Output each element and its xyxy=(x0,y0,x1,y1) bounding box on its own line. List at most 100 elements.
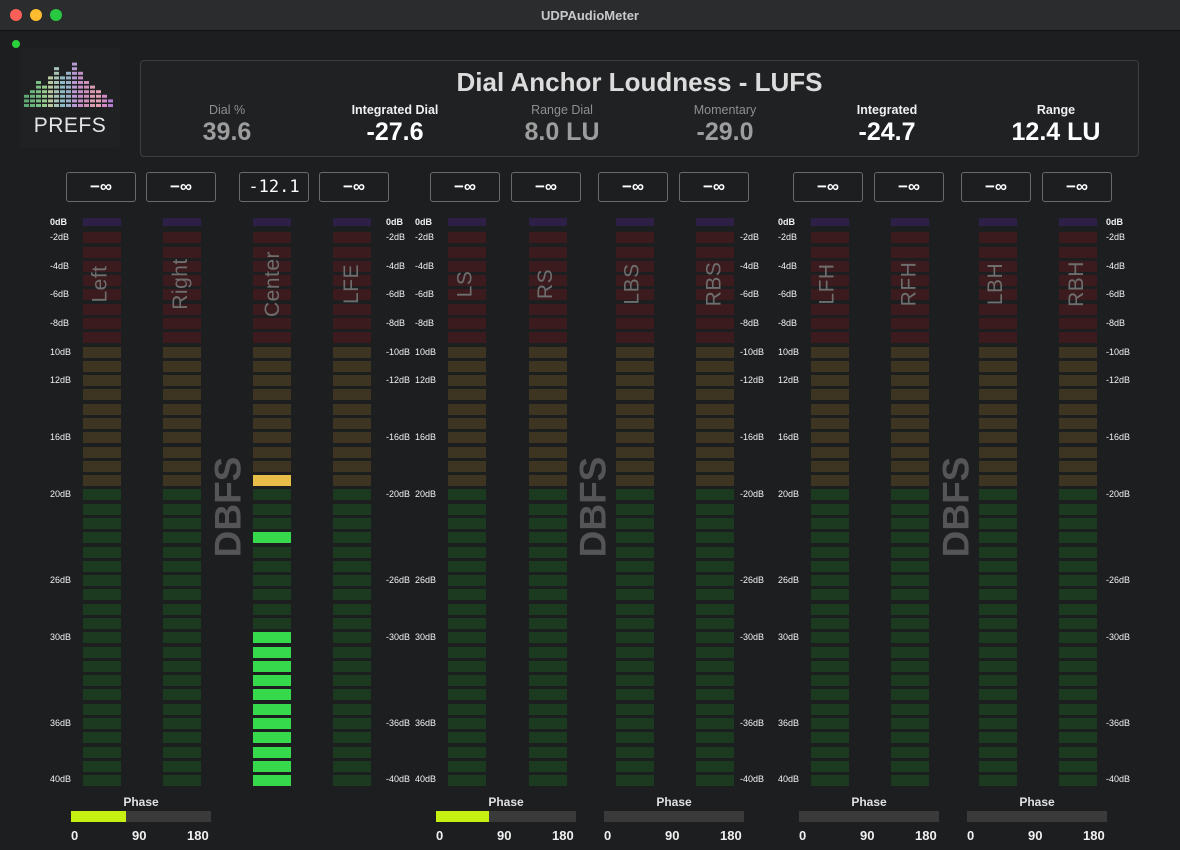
meter-segment xyxy=(696,475,734,487)
equalizer-bar xyxy=(48,81,53,84)
equalizer-bar xyxy=(90,90,95,94)
meter-segment xyxy=(163,246,201,258)
meter-segment xyxy=(83,232,121,244)
meter-segment xyxy=(163,546,201,558)
meter-segment xyxy=(696,375,734,387)
channel-name-center: Center xyxy=(254,224,292,344)
meter-segment xyxy=(333,518,371,529)
db-scale-label: -30dB xyxy=(740,632,765,642)
meter-segment xyxy=(891,475,929,487)
equalizer-bar xyxy=(84,94,89,98)
phase-meter-2 xyxy=(436,811,576,822)
meter-segment xyxy=(333,432,371,444)
meter-segment xyxy=(333,460,371,472)
equalizer-bar xyxy=(42,104,47,107)
stat-label: Momentary xyxy=(693,103,757,117)
meter-segment xyxy=(448,475,486,487)
meter-segment xyxy=(616,303,654,315)
phase-tick-0: 0 xyxy=(967,828,975,843)
meter-segment xyxy=(891,232,929,244)
meter-segment xyxy=(163,732,201,744)
meter-segment xyxy=(83,303,121,315)
meter-segment xyxy=(163,275,201,287)
db-scale-label: -2dB xyxy=(386,232,406,242)
equalizer-bar xyxy=(36,81,41,84)
meter-segment xyxy=(83,475,121,487)
meter-segment xyxy=(616,646,654,658)
meter-segment xyxy=(1059,275,1097,287)
stat-value: 39.6 xyxy=(202,118,252,146)
meter-segment xyxy=(811,589,849,601)
meter-segment xyxy=(529,775,567,787)
meter-segment xyxy=(1059,446,1097,458)
meter-segment xyxy=(1059,632,1097,644)
meter-segment xyxy=(891,303,929,315)
meter-segment xyxy=(163,460,201,472)
db-scale-label: -36dB xyxy=(1106,718,1131,728)
meter-segment xyxy=(979,760,1017,772)
db-scale-label: -10dB xyxy=(740,347,765,357)
meter-segment xyxy=(696,646,734,658)
db-scale-label: 30dB xyxy=(50,632,72,642)
meter-segment xyxy=(448,389,486,401)
meter-segment xyxy=(696,218,734,226)
meter-segment xyxy=(448,718,486,729)
equalizer-bar xyxy=(78,81,83,84)
meter-segment xyxy=(529,603,567,615)
meter-segment xyxy=(529,575,567,587)
meter-segment xyxy=(1059,760,1097,772)
meter-segment xyxy=(891,775,929,787)
meter-segment xyxy=(979,460,1017,472)
channel-name-right: Right xyxy=(162,224,200,344)
peak-readout-rs: −∞ xyxy=(511,172,581,202)
equalizer-bar xyxy=(84,90,89,94)
meter-segment xyxy=(1059,775,1097,787)
meter-segment xyxy=(616,703,654,715)
window-title: UDPAudioMeter xyxy=(541,8,639,23)
equalizer-bar xyxy=(96,90,101,94)
meter-segment xyxy=(333,646,371,658)
db-scale-label: -20dB xyxy=(740,489,765,499)
stat-value: 8.0 LU xyxy=(524,118,600,146)
meter-segment xyxy=(616,375,654,387)
meter-segment xyxy=(979,446,1017,458)
loudness-title: Dial Anchor Loudness - LUFS xyxy=(456,67,823,97)
meter-segment xyxy=(891,646,929,658)
meter-segment xyxy=(163,218,201,226)
connection-status-indicator xyxy=(12,40,20,48)
meter-segment xyxy=(253,332,291,344)
meter-segment xyxy=(448,589,486,601)
meter-segment xyxy=(811,503,849,515)
db-scale-label: 40dB xyxy=(778,774,800,784)
meter-segment xyxy=(448,546,486,558)
db-scale-label: -6dB xyxy=(740,289,760,299)
close-window-button[interactable] xyxy=(10,9,22,21)
meter-segment xyxy=(979,560,1017,572)
zoom-window-button[interactable] xyxy=(50,9,62,21)
equalizer-bar xyxy=(72,94,77,98)
prefs-button[interactable]: PREFS xyxy=(20,48,120,148)
minimize-window-button[interactable] xyxy=(30,9,42,21)
stat-dial-percent: Dial % 39.6 xyxy=(152,103,302,147)
equalizer-bar xyxy=(48,76,53,80)
meter-segment xyxy=(529,218,567,226)
meter-segment xyxy=(83,589,121,601)
db-scale-label: -8dB xyxy=(778,318,798,328)
meter-segment xyxy=(529,389,567,401)
meter-segment xyxy=(891,489,929,501)
meter-segment xyxy=(1059,418,1097,429)
meter-segment xyxy=(1059,532,1097,544)
meter-segment xyxy=(979,675,1017,687)
meter-segment xyxy=(163,332,201,344)
meter-segment xyxy=(448,346,486,358)
db-scale-label: -6dB xyxy=(1106,289,1126,299)
meter-segment xyxy=(616,318,654,329)
meter-segment xyxy=(529,446,567,458)
db-scale-label: -26dB xyxy=(740,575,765,585)
phase-fill xyxy=(436,811,490,822)
meter-segment xyxy=(529,646,567,658)
meter-segment xyxy=(333,746,371,758)
equalizer-bar xyxy=(72,104,77,107)
meter-segment xyxy=(811,303,849,315)
meter-segment xyxy=(333,303,371,315)
